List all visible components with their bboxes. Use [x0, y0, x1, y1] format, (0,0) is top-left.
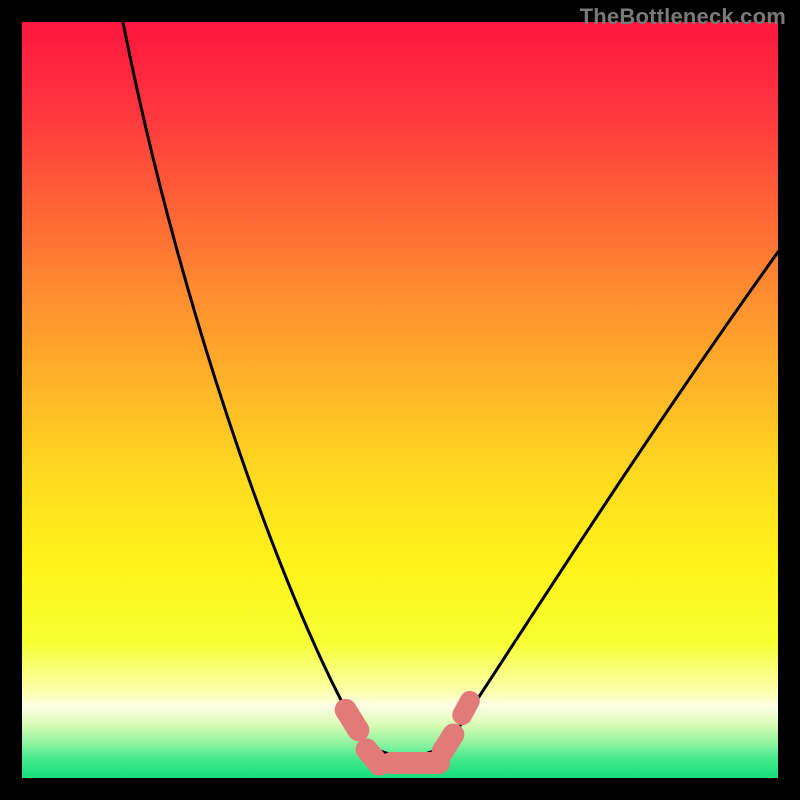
watermark-text: TheBottleneck.com [580, 4, 786, 30]
frame: TheBottleneck.com [0, 0, 800, 800]
plot-area [22, 22, 778, 778]
bottom-lobe-cluster [22, 22, 778, 778]
